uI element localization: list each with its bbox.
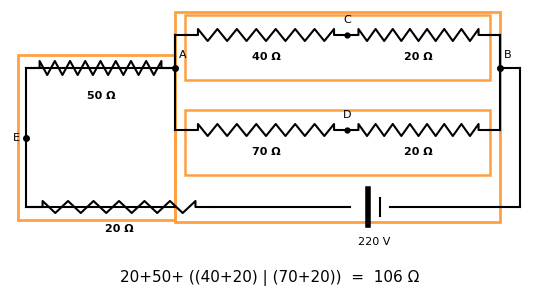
Text: B: B xyxy=(504,50,511,60)
Text: 70 Ω: 70 Ω xyxy=(252,147,280,157)
Text: 50 Ω: 50 Ω xyxy=(87,91,116,101)
Bar xyxy=(18,55,175,220)
Text: D: D xyxy=(343,110,351,120)
Text: E: E xyxy=(13,133,20,143)
Text: C: C xyxy=(343,15,351,25)
Text: 220 V: 220 V xyxy=(358,237,390,247)
Text: 20 Ω: 20 Ω xyxy=(404,147,433,157)
Bar xyxy=(185,110,490,175)
Text: 20 Ω: 20 Ω xyxy=(105,224,133,234)
Bar xyxy=(175,12,500,222)
Text: 20+50+ ((40+20) | (70+20))  =  106 Ω: 20+50+ ((40+20) | (70+20)) = 106 Ω xyxy=(120,270,420,286)
Bar xyxy=(185,15,490,80)
Text: 40 Ω: 40 Ω xyxy=(252,52,280,62)
Text: 20 Ω: 20 Ω xyxy=(404,52,433,62)
Text: A: A xyxy=(179,50,187,60)
